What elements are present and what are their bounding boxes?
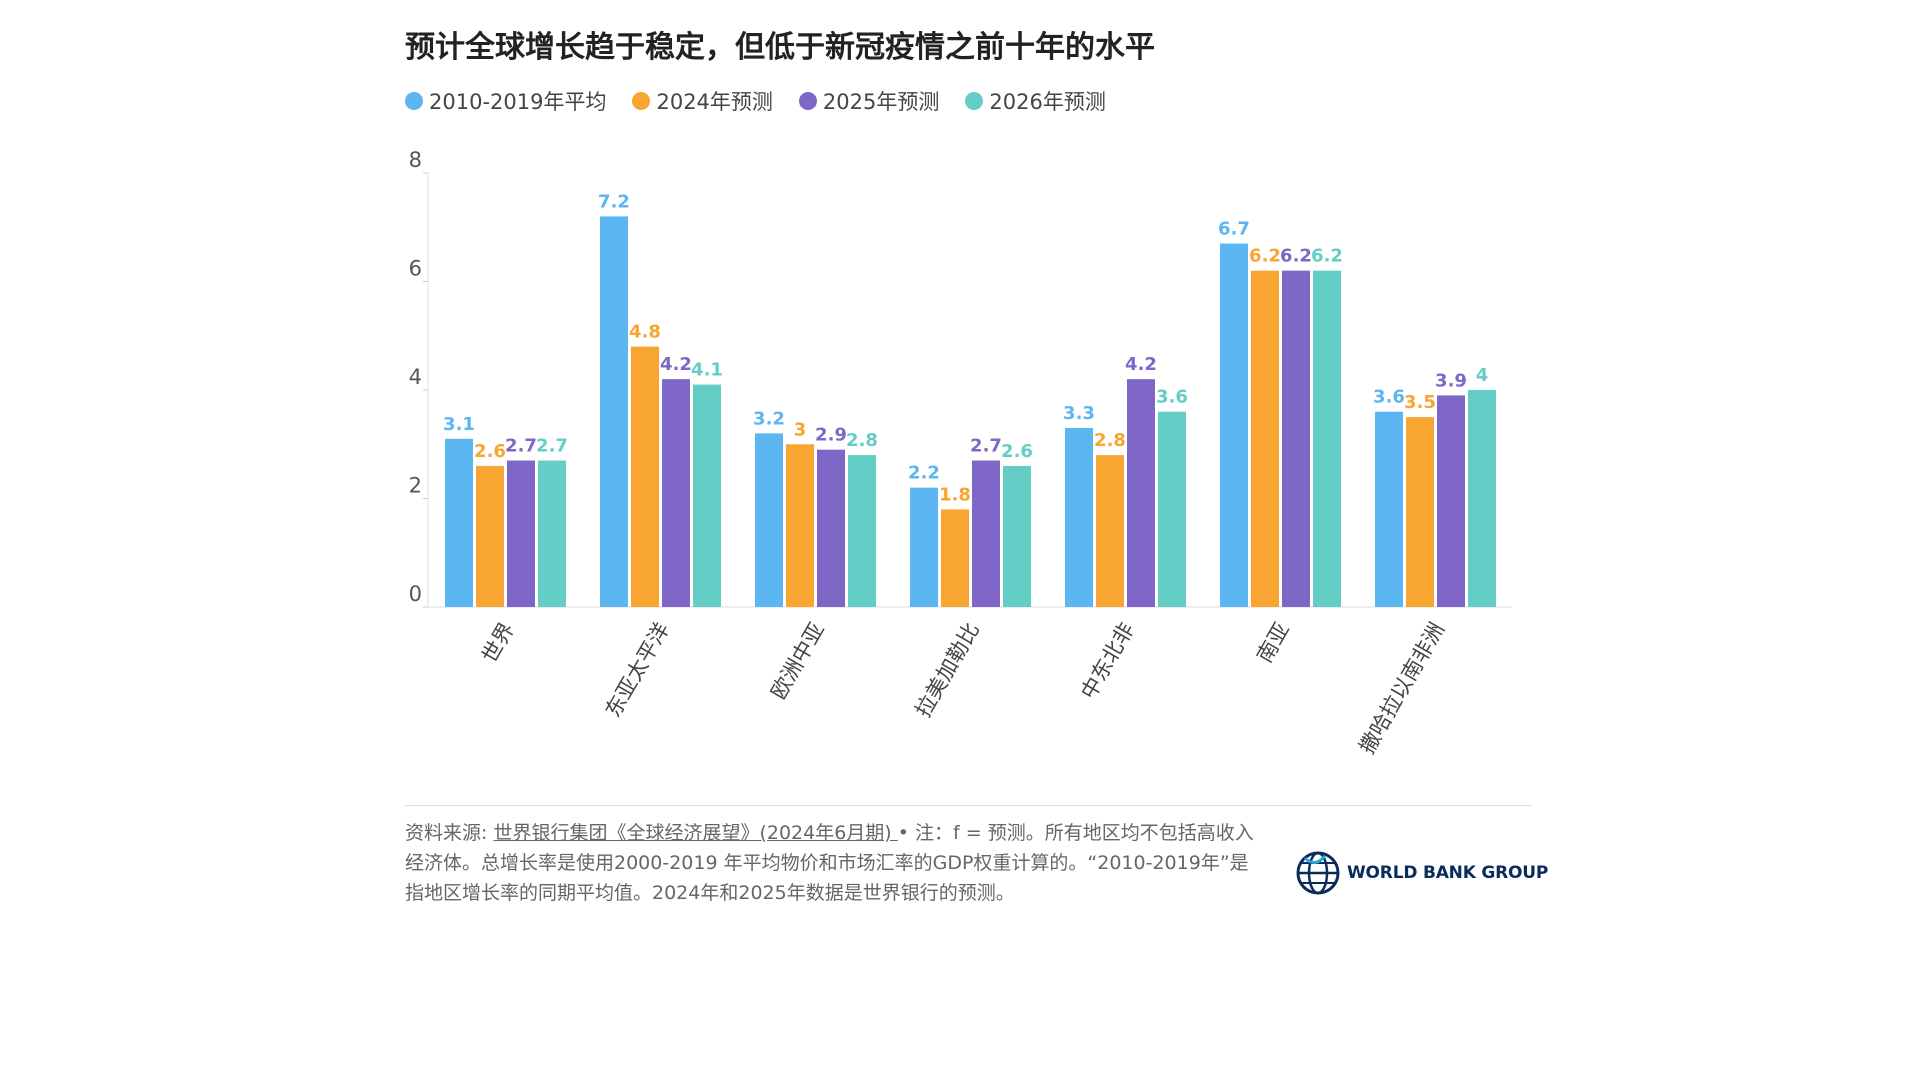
bar [848, 455, 876, 607]
data-label: 3.6 [1373, 387, 1405, 408]
globe-icon [1296, 851, 1340, 895]
bar [1158, 411, 1186, 607]
bar [1251, 270, 1279, 607]
bar [662, 379, 690, 607]
legend-label: 2025年预测 [822, 90, 940, 114]
bar [1065, 427, 1093, 607]
legend-item: 2026年预测 [965, 86, 1106, 116]
legend-item: 2010-2019年平均 [405, 86, 606, 116]
bar [538, 460, 566, 607]
data-label: 2.9 [815, 425, 847, 446]
data-label: 2.7 [536, 436, 568, 457]
bar [817, 449, 845, 607]
data-label: 6.2 [1311, 246, 1343, 267]
x-tick-label: 中东北非 [1076, 619, 1139, 704]
legend-item: 2024年预测 [632, 86, 773, 116]
data-label: 2.8 [1094, 430, 1126, 451]
y-tick-label: 8 [409, 148, 422, 172]
source-prefix: 资料来源: [405, 822, 494, 844]
bar [1313, 270, 1341, 607]
legend-label: 2010-2019年平均 [429, 90, 607, 114]
data-label: 4 [1476, 365, 1489, 386]
legend-item: 2025年预测 [798, 86, 940, 116]
logo-text: WORLD BANK GROUP [1347, 863, 1549, 883]
bar [1096, 455, 1124, 607]
bar [910, 487, 938, 607]
x-tick-label: 拉美加勒比 [911, 619, 984, 722]
data-label: 3.5 [1404, 392, 1436, 413]
data-label: 2.6 [474, 441, 506, 462]
y-tick-label: 2 [409, 474, 422, 498]
data-label: 7.2 [598, 191, 630, 212]
chart-title: 预计全球增长趋于稳定，但低于新冠疫情之前十年的水平 [405, 30, 1155, 65]
x-tick-label: 撒哈拉以南非洲 [1355, 619, 1449, 758]
data-label: 2.2 [908, 463, 940, 484]
legend-label: 2024年预测 [656, 90, 773, 114]
data-label: 3.6 [1156, 387, 1188, 408]
data-label: 4.8 [629, 322, 661, 343]
legend-swatch [798, 92, 817, 110]
data-label: 2.8 [846, 430, 878, 451]
bar [1003, 465, 1031, 607]
legend: 2010-2019年平均 2024年预测 2025年预测 2026年预测 [405, 86, 1106, 116]
x-tick-label: 世界 [477, 619, 519, 667]
data-label: 3.3 [1063, 403, 1095, 424]
x-tick-label: 南亚 [1252, 619, 1294, 667]
data-label: 4.2 [1125, 354, 1157, 375]
legend-swatch [632, 92, 651, 110]
bar [631, 346, 659, 607]
bar [755, 433, 783, 607]
bar [476, 465, 504, 607]
data-label: 6.7 [1218, 219, 1250, 240]
data-label: 3 [794, 419, 807, 440]
bar [1127, 379, 1155, 607]
bar [1375, 411, 1403, 607]
y-tick-label: 4 [409, 365, 422, 389]
bar [786, 444, 814, 607]
source-note-text: • 注：f = 预测。所有地区均不包括高收入经济体。总增长率是使用2000-20… [405, 822, 1254, 904]
data-label: 1.8 [939, 484, 971, 505]
world-bank-logo: WORLD BANK GROUP [1295, 850, 1548, 896]
bar [1468, 390, 1496, 607]
data-label: 2.7 [505, 436, 537, 457]
bar [1220, 243, 1248, 607]
divider [405, 805, 1532, 806]
data-label: 6.2 [1280, 246, 1312, 267]
y-tick-label: 0 [409, 582, 422, 606]
bar [445, 438, 473, 607]
y-tick-label: 6 [409, 257, 422, 281]
legend-swatch [405, 92, 423, 110]
x-tick-label: 东亚太平洋 [601, 619, 674, 722]
bar [1437, 395, 1465, 607]
legend-swatch [965, 92, 984, 110]
bar [1406, 417, 1434, 607]
data-label: 4.2 [660, 354, 692, 375]
bar [972, 460, 1000, 607]
data-label: 2.7 [970, 436, 1002, 457]
x-tick-label: 欧洲中亚 [766, 619, 829, 704]
legend-label: 2026年预测 [989, 90, 1106, 114]
data-label: 3.9 [1435, 370, 1467, 391]
bar [600, 216, 628, 607]
data-label: 6.2 [1249, 246, 1281, 267]
data-label: 3.1 [443, 414, 475, 435]
data-label: 2.6 [1001, 441, 1033, 462]
source-note: 资料来源: 世界银行集团《全球经济展望》(2024年6月期) • 注：f = 预… [405, 818, 1265, 908]
data-label: 4.1 [691, 360, 723, 381]
data-label: 3.2 [753, 408, 785, 429]
bar [941, 509, 969, 607]
bar [507, 460, 535, 607]
bar [1282, 270, 1310, 607]
source-link[interactable]: 世界银行集团《全球经济展望》(2024年6月期) [493, 822, 898, 844]
bar [693, 384, 721, 607]
